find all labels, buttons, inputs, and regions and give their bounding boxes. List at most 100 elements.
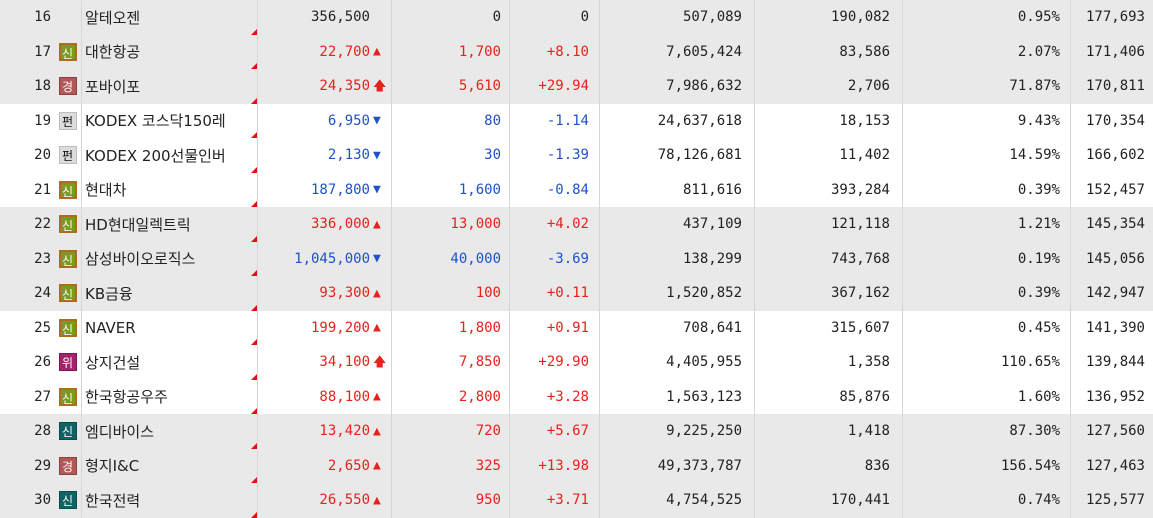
volume2-cell: 393,284: [755, 172, 903, 207]
amount-cell: 139,844: [1085, 354, 1145, 371]
change-cell: 100: [392, 276, 510, 311]
price-cell: 26,550: [319, 492, 370, 509]
corner-marker-icon: [251, 408, 257, 414]
rank-cell: 21: [34, 181, 51, 198]
up-triangle-icon: 🡅: [373, 78, 387, 94]
up-triangle-icon: ▲: [373, 458, 381, 474]
stock-name: 알테오젠: [82, 0, 258, 35]
corner-marker-icon: [251, 304, 257, 311]
rank-cell: 24: [34, 285, 51, 302]
change-cell: 80: [392, 103, 510, 138]
volume-cell: 4,754,525: [600, 483, 755, 518]
change-cell: 1,700: [392, 34, 510, 69]
price-cell: 34,100: [319, 354, 370, 371]
stock-name-label[interactable]: 포바이포: [85, 77, 141, 96]
status-badge: 신: [58, 284, 77, 303]
amount-cell: 127,463: [1085, 457, 1145, 474]
change-arrow-icon: ▲: [372, 207, 392, 242]
table-row[interactable]: 27 신 한국항공우주 88,100 ▲ 2,800 +3.28 1,563,123 85,87…: [0, 379, 1153, 414]
stock-name: KB금융: [82, 276, 258, 311]
volume-cell: 507,089: [600, 0, 755, 35]
stock-name: NAVER: [82, 310, 258, 345]
rank-cell: 20: [34, 147, 51, 164]
stock-name-label[interactable]: 현대차: [85, 181, 127, 200]
amount-cell: 142,947: [1085, 285, 1145, 302]
change-arrow-icon: 🡅: [372, 69, 392, 104]
turnover-cell: 2.07%: [903, 34, 1071, 69]
change-rate-cell: +3.28: [510, 379, 600, 414]
badge-cell: 신: [54, 172, 82, 207]
table-row[interactable]: 24 신 KB금융 93,300 ▲ 100 +0.11 1,520,852 367,162 0.…: [0, 276, 1153, 311]
change-arrow-icon: ▲: [372, 310, 392, 345]
badge-cell: 펀: [54, 138, 82, 173]
change-cell: 1,600: [392, 172, 510, 207]
stock-name: KODEX 200선물인버: [82, 138, 258, 173]
badge-cell: 신: [54, 241, 82, 276]
up-triangle-icon: 🡅: [373, 354, 387, 370]
stock-name-label[interactable]: 한국전력: [85, 491, 141, 510]
table-row[interactable]: 17 신 대한항공 22,700 ▲ 1,700 +8.10 7,605,424 83,586 2…: [0, 34, 1153, 69]
stock-name-label[interactable]: NAVER: [85, 318, 136, 337]
badge-cell: 신: [54, 34, 82, 69]
amount-cell: 145,056: [1085, 250, 1145, 267]
change-arrow-icon: ▲: [372, 379, 392, 414]
price-cell: 93,300: [319, 285, 370, 302]
status-badge: 신: [58, 249, 77, 268]
table-row[interactable]: 26 위 상지건설 34,100 🡅 7,850 +29.90 4,405,955 1,358 1…: [0, 345, 1153, 380]
rank-cell: 30: [34, 492, 51, 509]
amount-cell: 127,560: [1085, 423, 1145, 440]
volume2-cell: 1,358: [755, 345, 903, 380]
table-row[interactable]: 20 펀 KODEX 200선물인버 2,130 ▼ 30 -1.39 78,126,681 1…: [0, 138, 1153, 173]
amount-cell: 171,406: [1085, 43, 1145, 60]
table-row[interactable]: 16 알테오젠 356,500 0 0 507,089 190,082 0.95% 177,69…: [0, 0, 1153, 35]
stock-name-label[interactable]: KODEX 200선물인버: [85, 146, 226, 165]
table-row[interactable]: 19 펀 KODEX 코스닥150레 6,950 ▼ 80 -1.14 24,637,618 1…: [0, 103, 1153, 138]
corner-marker-icon: [251, 63, 257, 69]
volume-cell: 24,637,618: [600, 103, 755, 138]
change-rate-cell: +29.90: [510, 345, 600, 380]
table-row[interactable]: 30 신 한국전력 26,550 ▲ 950 +3.71 4,754,525 170,441 0.…: [0, 483, 1153, 518]
volume2-cell: 1,418: [755, 414, 903, 449]
volume-cell: 708,641: [600, 310, 755, 345]
table-row[interactable]: 21 신 현대차 187,800 ▼ 1,600 -0.84 811,616 393,284 0.…: [0, 172, 1153, 207]
change-arrow-icon: ▲: [372, 483, 392, 518]
volume2-cell: 190,082: [755, 0, 903, 35]
stock-name: 한국항공우주: [82, 379, 258, 414]
change-arrow-icon: ▲: [372, 276, 392, 311]
table-row[interactable]: 22 신 HD현대일렉트릭 336,000 ▲ 13,000 +4.02 437,109 121…: [0, 207, 1153, 242]
stock-name-label[interactable]: 대한항공: [85, 43, 141, 62]
rank-cell: 27: [34, 388, 51, 405]
stock-name-label[interactable]: 알테오젠: [85, 8, 141, 27]
turnover-cell: 0.39%: [903, 276, 1071, 311]
stock-name-label[interactable]: 삼성바이오로직스: [85, 250, 196, 269]
volume-cell: 4,405,955: [600, 345, 755, 380]
table-row[interactable]: 23 신 삼성바이오로직스 1,045,000 ▼ 40,000 -3.69 138,299 7…: [0, 241, 1153, 276]
amount-cell: 141,390: [1085, 319, 1145, 336]
stock-name-label[interactable]: KODEX 코스닥150레: [85, 112, 226, 131]
volume2-cell: 11,402: [755, 138, 903, 173]
volume-cell: 7,605,424: [600, 34, 755, 69]
corner-marker-icon: [251, 201, 257, 207]
table-row[interactable]: 18 경 포바이포 24,350 🡅 5,610 +29.94 7,986,632 2,706 7…: [0, 69, 1153, 104]
turnover-cell: 156.54%: [903, 448, 1071, 483]
stock-name-label[interactable]: 한국항공우주: [85, 388, 168, 407]
corner-marker-icon: [251, 270, 257, 276]
amount-cell: 152,457: [1085, 181, 1145, 198]
table-row[interactable]: 25 신 NAVER 199,200 ▲ 1,800 +0.91 708,641 315,607…: [0, 310, 1153, 345]
price-cell: 356,500: [310, 9, 370, 26]
up-triangle-icon: ▲: [373, 44, 381, 60]
change-rate-cell: -1.39: [510, 138, 600, 173]
table-row[interactable]: 28 신 엠디바이스 13,420 ▲ 720 +5.67 9,225,250 1,418 87.…: [0, 414, 1153, 449]
table-row[interactable]: 29 경 형지I&C 2,650 ▲ 325 +13.98 49,373,787 836 156.…: [0, 448, 1153, 483]
amount-cell: 145,354: [1085, 216, 1145, 233]
stock-name-label[interactable]: 엠디바이스: [85, 422, 155, 441]
volume2-cell: 121,118: [755, 207, 903, 242]
badge-cell: 펀: [54, 103, 82, 138]
stock-name-label[interactable]: 형지I&C: [85, 457, 140, 476]
stock-name-label[interactable]: KB금융: [85, 284, 133, 303]
status-badge: 신: [58, 180, 77, 199]
volume-cell: 78,126,681: [600, 138, 755, 173]
rank-cell: 23: [34, 250, 51, 267]
stock-name-label[interactable]: 상지건설: [85, 353, 141, 372]
stock-name-label[interactable]: HD현대일렉트릭: [85, 215, 191, 234]
